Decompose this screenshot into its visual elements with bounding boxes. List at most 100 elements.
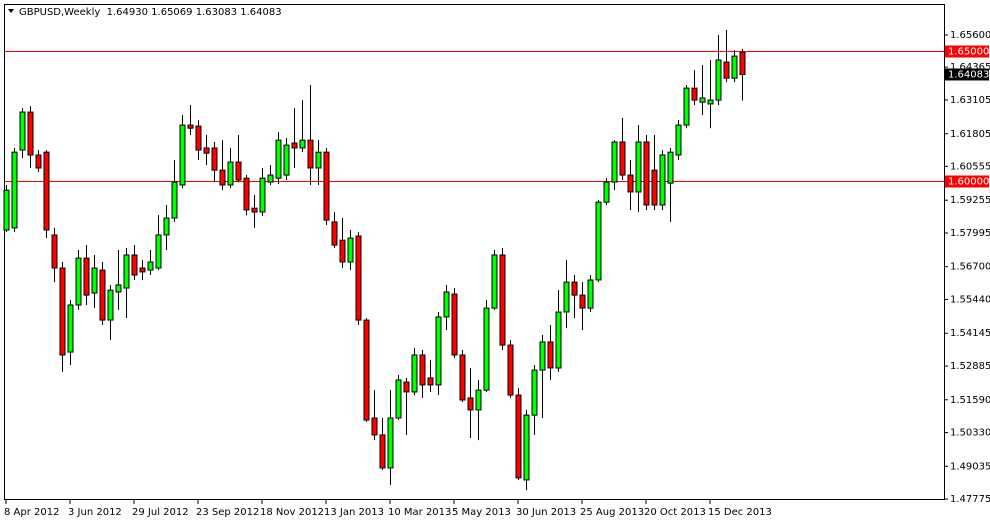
candle-body [187, 124, 194, 129]
x-tick-label: 15 Dec 2013 [708, 507, 772, 518]
x-tick-label: 20 Oct 2013 [644, 507, 706, 518]
candle-body [683, 87, 690, 126]
y-tick-label: 1.64365 [950, 62, 990, 73]
candle-body [219, 169, 226, 186]
candle-body [555, 311, 562, 369]
price-label-box [945, 175, 989, 188]
candle-body [667, 151, 674, 184]
candle-body [331, 221, 338, 246]
candle-body [299, 139, 306, 149]
candle-body [731, 55, 738, 79]
candle-body [283, 144, 290, 176]
candle-body [547, 341, 554, 369]
candle-body [675, 124, 682, 156]
candle-body [107, 289, 114, 321]
candle-body [195, 125, 202, 151]
plot-frame [4, 4, 945, 500]
candle-body [267, 174, 274, 183]
candle-body [595, 201, 602, 281]
candle-body [347, 237, 354, 263]
candle-body [3, 189, 10, 231]
candle-body [571, 281, 578, 296]
candle-body [467, 397, 474, 411]
last-price-label: 1.64083 [948, 69, 989, 80]
y-tick-label: 1.49035 [950, 461, 990, 472]
candle-body [587, 279, 594, 309]
candle-body [307, 139, 314, 169]
y-tick-label: 1.60555 [950, 161, 990, 172]
y-tick-label: 1.56700 [950, 262, 990, 273]
y-tick-label: 1.63105 [950, 95, 990, 106]
candle-body [723, 61, 730, 79]
candle-body [251, 207, 258, 213]
candle-body [715, 59, 722, 101]
x-tick-label: 10 Mar 2013 [388, 507, 451, 518]
x-tick-label: 30 Jun 2013 [516, 507, 576, 518]
candle-body [123, 254, 130, 289]
candle-body [611, 141, 618, 183]
candle-body [435, 316, 442, 386]
x-tick-label: 25 Aug 2013 [580, 507, 644, 518]
candle-body [651, 169, 658, 206]
candle-body [539, 341, 546, 371]
candle-body [419, 354, 426, 386]
candle-body [139, 267, 146, 273]
candle-body [67, 304, 74, 353]
price-label: 1.60000 [948, 177, 989, 188]
y-tick-label: 1.55440 [950, 295, 990, 306]
candle-body [483, 307, 490, 391]
candle-body [131, 254, 138, 276]
candle-body [563, 281, 570, 313]
candle-body [627, 174, 634, 193]
candle-body [83, 257, 90, 296]
candle-body [323, 151, 330, 221]
x-tick-label: 3 Jun 2012 [68, 507, 122, 518]
candle-body [379, 434, 386, 469]
y-tick-label: 1.51590 [950, 395, 990, 406]
candle-body [27, 111, 34, 156]
candle-body [227, 161, 234, 186]
x-tick-label: 13 Jan 2013 [324, 507, 384, 518]
candle-body [91, 267, 98, 294]
price-label-box [945, 45, 989, 58]
candle-body [19, 111, 26, 151]
x-tick-label: 5 May 2013 [452, 507, 511, 518]
x-tick-label: 8 Apr 2012 [4, 507, 59, 518]
candle-body [163, 217, 170, 236]
menu-arrow[interactable] [8, 9, 14, 13]
candle-body [171, 181, 178, 219]
candle-body [99, 269, 106, 321]
candle-body [403, 381, 410, 393]
last-price-box [945, 68, 989, 81]
candle-body [691, 87, 698, 101]
candle-body [659, 154, 666, 206]
candle-body [491, 254, 498, 309]
candle-body [35, 154, 42, 169]
y-tick-label: 1.59255 [950, 195, 990, 206]
candle-body [211, 147, 218, 171]
candle-body [603, 181, 610, 203]
candle-body [43, 151, 50, 231]
candle-body [291, 142, 298, 149]
candle-body [739, 51, 746, 75]
y-tick-label: 1.61805 [950, 129, 990, 140]
candle-body [259, 177, 266, 213]
candle-body [451, 293, 458, 356]
y-tick-label: 1.65600 [950, 30, 990, 41]
candle-body [355, 235, 362, 321]
candle-body [499, 254, 506, 346]
candle-body [115, 284, 122, 293]
candle-body [475, 389, 482, 411]
candle-body [339, 239, 346, 263]
x-tick-label: 18 Nov 2012 [260, 507, 324, 518]
x-tick-label: 29 Jul 2012 [132, 507, 189, 518]
price-label: 1.65000 [948, 47, 989, 58]
y-tick-label: 1.50330 [950, 428, 990, 439]
y-tick-label: 1.47775 [950, 494, 990, 505]
candle-body [643, 141, 650, 206]
candle-body [203, 147, 210, 154]
candle-body [619, 141, 626, 176]
y-tick-label: 1.54145 [950, 328, 990, 339]
candle-body [371, 417, 378, 436]
